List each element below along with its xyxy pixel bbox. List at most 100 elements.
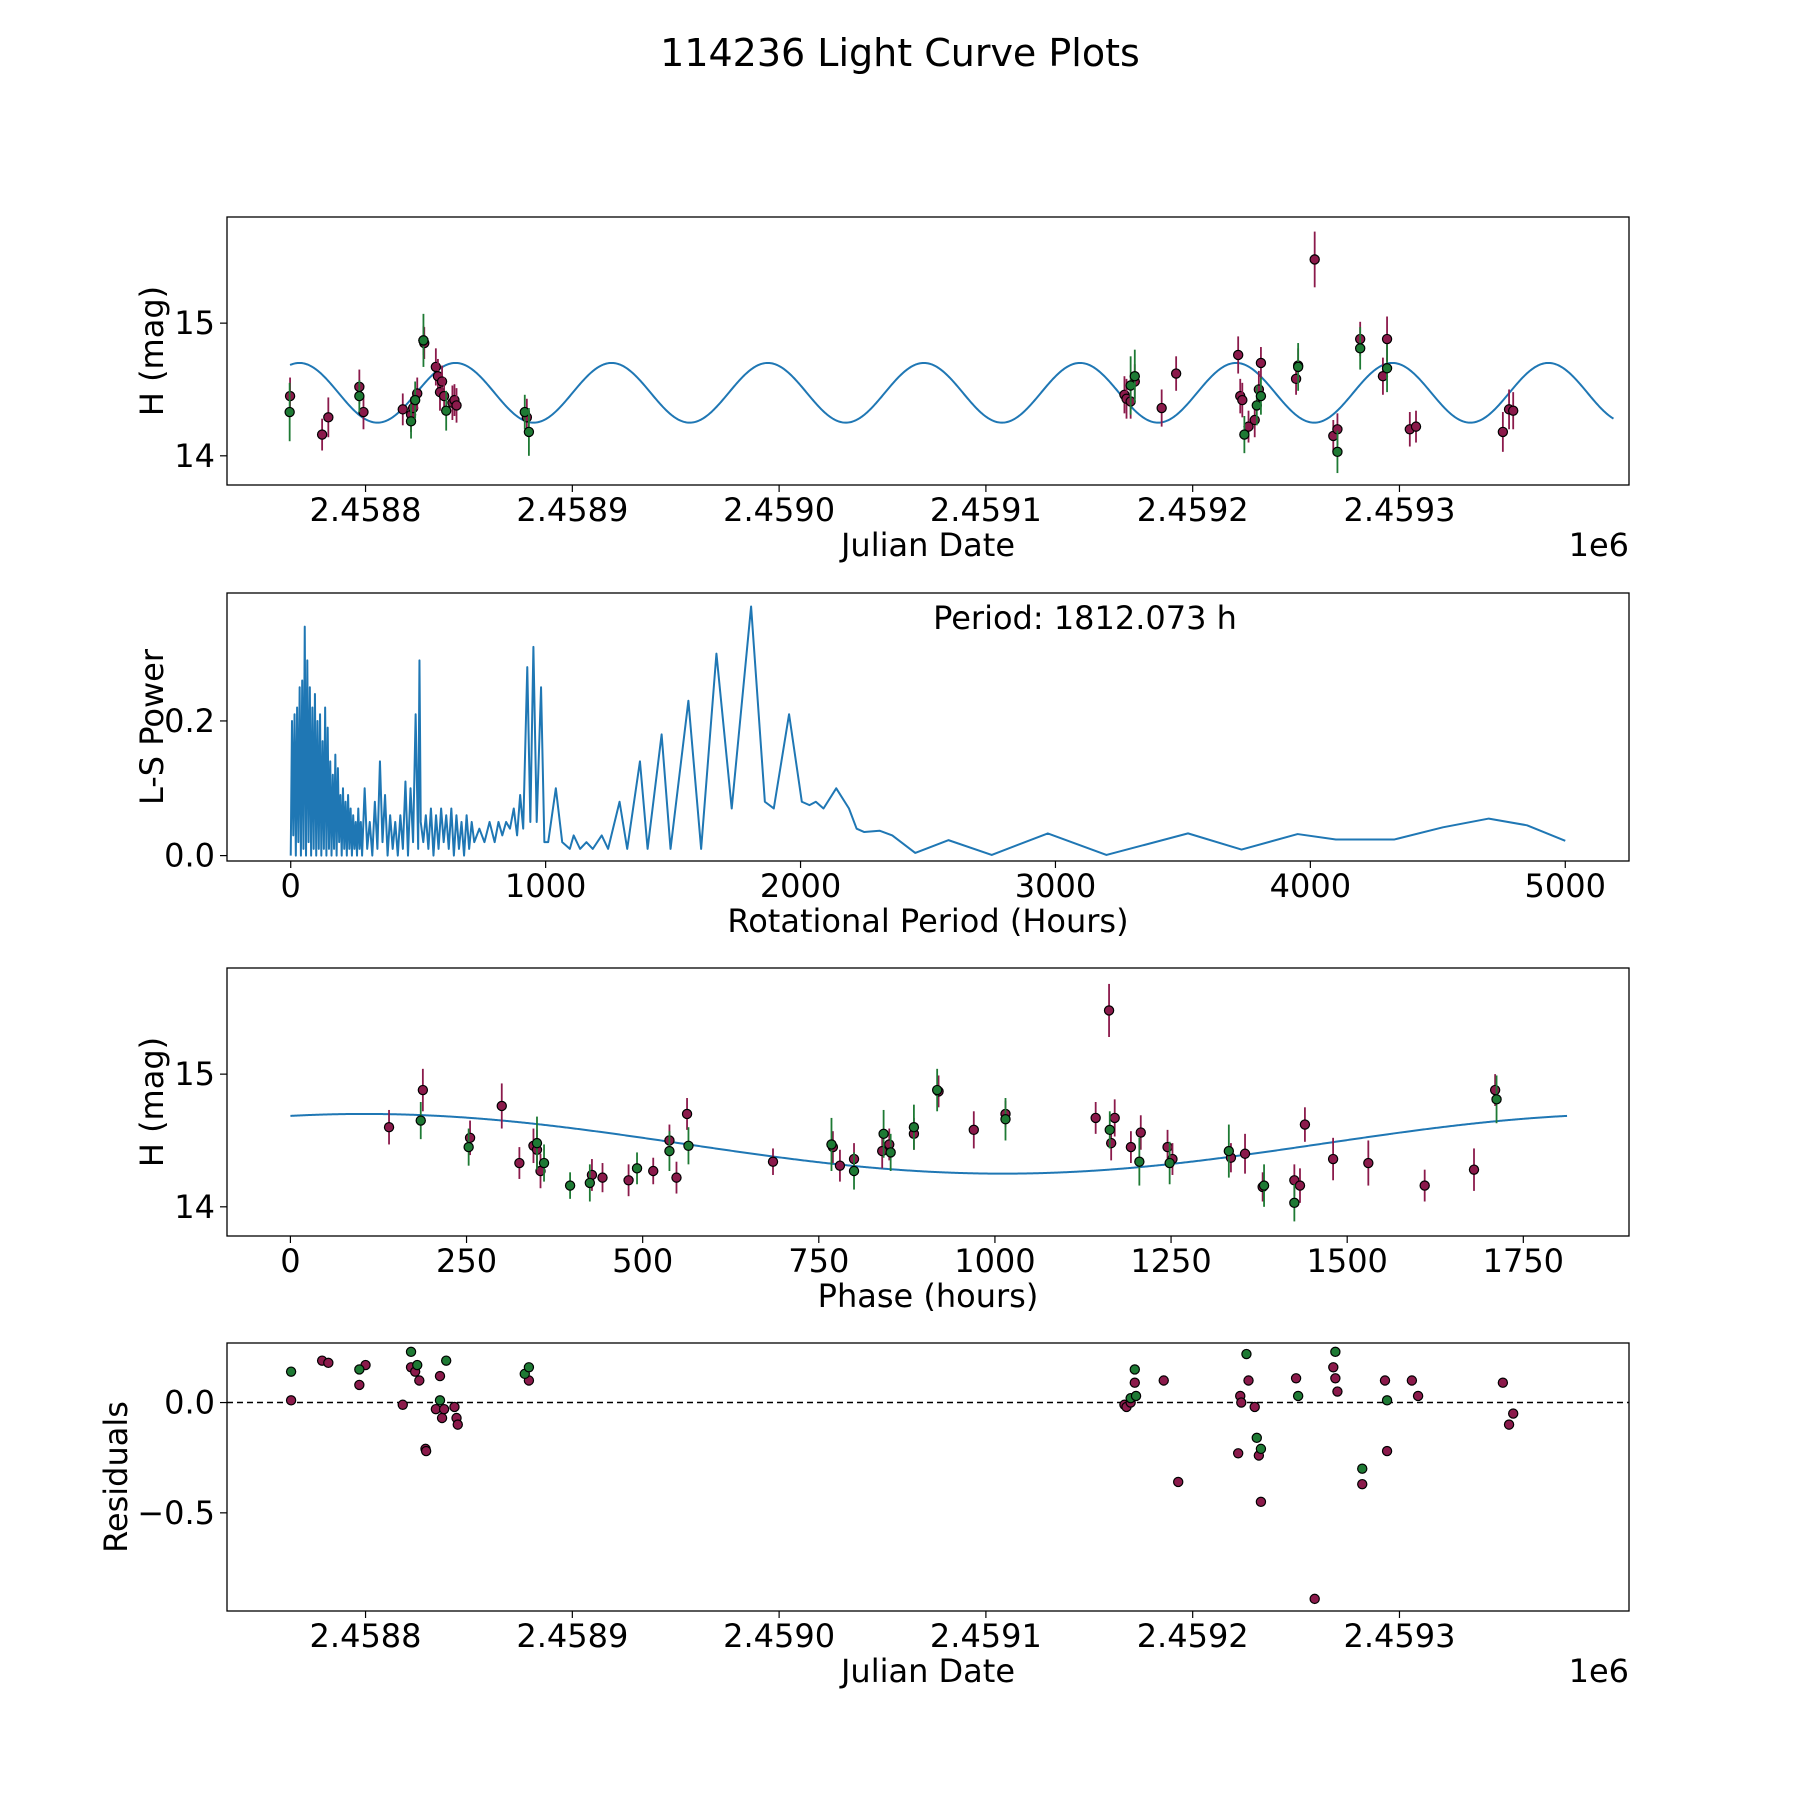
phased-data-point [1419,1180,1430,1191]
lightcurve-data-point [523,426,535,438]
residuals-data-point [434,1370,446,1382]
phased-data-point [463,1141,474,1153]
phased-x-tick-label: 1250 [1130,1242,1211,1280]
lightcurve-data-point [519,406,530,418]
phased-data-point [908,1122,920,1133]
phased-y-tick-label: 15 [174,1055,215,1093]
residuals-x-tick-label: 2.4592 [1137,1617,1249,1655]
periodogram-panel: 0 1000 2000 3000 4000 5000 0.0 0.2 Rotational Pe… [133,592,1630,940]
residuals-y-axis-label: Residuals [97,1401,135,1553]
lightcurve-data-point [323,412,334,423]
lightcurve-data-point [438,390,450,402]
residuals-y-tick-label: 0.0 [164,1384,215,1422]
lightcurve-data-point [1354,343,1366,354]
lightcurve-data-point [409,394,421,406]
periodogram-x-tick-label: 2000 [760,867,841,905]
lightcurve-data-point [1255,390,1267,402]
residuals-data-point [1406,1375,1418,1386]
lightcurve-x-axis-label: Julian Date [839,526,1015,564]
phased-data-point [671,1172,682,1183]
phased-data-point [834,1160,846,1171]
phased-data-point [1090,1112,1101,1124]
lightcurve-data-point [397,404,408,415]
phased-data-point [1491,1094,1502,1105]
phased-data-point [1162,1141,1173,1153]
phased-y-axis-label: H (mag) [133,1037,171,1167]
phased-data-point [848,1165,860,1177]
residuals-data-point [1129,1377,1140,1388]
periodogram-x-axis-label: Rotational Period (Hours) [727,902,1128,940]
phased-data-point [931,1084,943,1096]
residuals-data-point [1290,1373,1302,1384]
residuals-data-point [1357,1478,1368,1490]
phased-data-point [1104,1124,1115,1136]
phased-data-point [683,1140,694,1151]
residuals-data-point [1292,1390,1304,1402]
lightcurve-x-tick-label: 2.4593 [1343,491,1455,529]
lightcurve-data-point [440,405,452,416]
residuals-data-point [440,1355,452,1366]
phased-data-point [1327,1153,1339,1165]
lightcurve-x-tick-label: 2.4591 [930,491,1042,529]
phased-data-point [664,1145,675,1157]
phased-data-point [681,1108,693,1120]
residuals-data-point [285,1366,297,1377]
lightcurve-x-offset-label: 1e6 [1569,526,1629,564]
lightcurve-data-point [436,376,448,387]
residuals-data-point [1236,1397,1247,1408]
phased-x-tick-label: 1000 [954,1242,1035,1280]
phased-data-point [1000,1114,1011,1125]
phased-x-tick-label: 0 [280,1242,300,1280]
lightcurve-y-axis-label: H (mag) [133,286,171,416]
residuals-data-point [414,1375,425,1386]
residuals-data-point [420,1445,432,1457]
phased-x-tick-label: 1500 [1306,1242,1387,1280]
residuals-data-point [1412,1390,1424,1402]
phased-data-point [767,1156,779,1167]
phased-data-point [1135,1127,1146,1138]
lightcurve-data-point [451,400,462,411]
lightcurve-x-tick-label: 2.4588 [310,491,422,529]
periodogram-axes-frame [226,592,1630,862]
residuals-data-point [1332,1386,1343,1397]
residuals-data-point [354,1379,365,1391]
residuals-y-tick-label: −0.5 [137,1494,215,1532]
residuals-data-point [1330,1373,1341,1384]
phased-data-point [383,1122,395,1133]
residuals-data-point [1130,1390,1142,1402]
residuals-data-point [1249,1401,1260,1413]
residuals-data-point [438,1403,450,1415]
residuals-data-point [1241,1348,1252,1360]
phased-plot-area [290,983,1568,1222]
periodogram-power-line [289,605,1566,857]
lightcurve-data-point [1232,349,1244,361]
phased-x-tick-label: 1750 [1483,1242,1564,1280]
residuals-data-point [523,1362,535,1373]
phased-axes-frame [226,967,1630,1237]
lightcurve-data-point [1239,429,1250,440]
residuals-data-point [405,1346,417,1358]
lightcurve-data-point [1156,402,1167,414]
lightcurve-x-tick-label: 2.4592 [1137,491,1249,529]
lightcurve-data-point [1332,446,1343,458]
periodogram-x-tick-label: 4000 [1270,867,1351,905]
residuals-data-point [1330,1346,1341,1358]
residuals-x-tick-label: 2.4590 [723,1617,835,1655]
phased-x-axis-label: Phase (hours) [818,1277,1039,1315]
phased-data-point [1289,1197,1300,1209]
phased-data-point [968,1124,979,1136]
lightcurve-plot-area [284,231,1615,474]
lightcurve-data-point [1508,405,1519,416]
phased-data-point [1103,1005,1115,1016]
periodogram-x-tick-label: 3000 [1015,867,1096,905]
lightcurve-data-point [1292,361,1304,373]
lightcurve-data-point [284,406,295,418]
periodogram-y-axis-label: L-S Power [133,648,171,805]
phased-data-point [631,1163,643,1174]
phased-data-point [415,1115,426,1126]
residuals-data-point [1251,1432,1262,1444]
lightcurve-data-point [1381,333,1393,345]
residuals-data-point [285,1395,297,1406]
periodogram-x-tick-label: 1000 [505,867,586,905]
